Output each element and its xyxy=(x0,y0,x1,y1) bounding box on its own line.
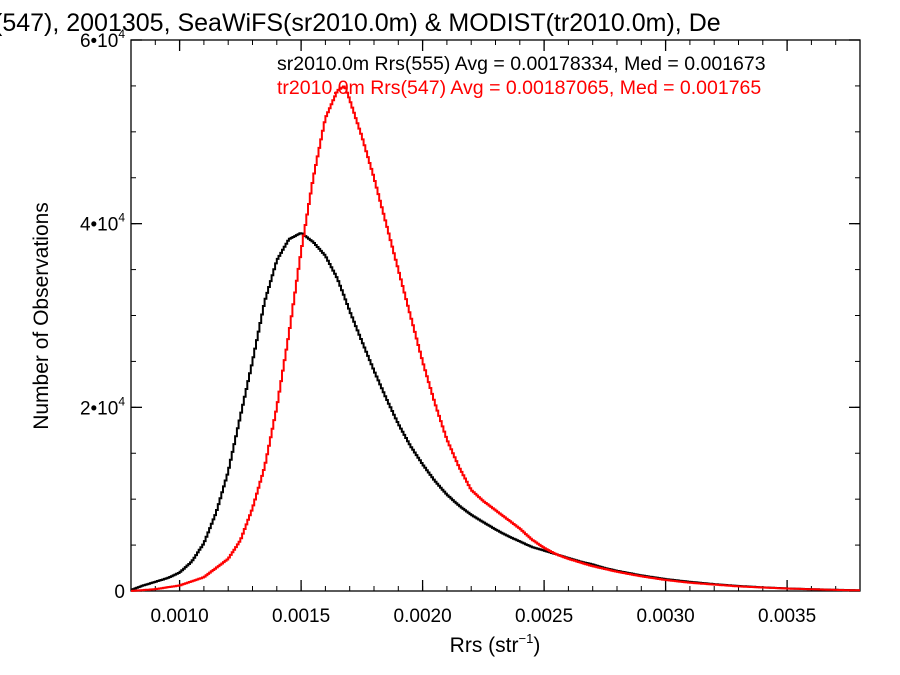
series-sr2010-rrs555-line xyxy=(131,232,860,592)
series-tr2010-rrs547-line xyxy=(131,85,860,592)
y-tick-label-base: 2•10 xyxy=(80,398,118,419)
y-tick-label-base: 4•10 xyxy=(80,215,118,236)
x-tick-label: 0.0030 xyxy=(637,606,695,627)
y-tick-label: 0 xyxy=(114,582,125,603)
x-axis-label-close: ) xyxy=(533,634,540,657)
y-tick-label-base: 0 xyxy=(114,582,125,603)
legend: sr2010.0m Rrs(555) Avg = 0.00178334, Med… xyxy=(277,53,766,99)
legend-annotation: tr2010.0m Rrs(547) Avg = 0.00187065, Med… xyxy=(277,77,761,99)
y-tick-label-exponent: 4 xyxy=(118,27,125,41)
y-tick-label-base: 6•10 xyxy=(80,31,118,52)
series-group xyxy=(131,85,860,592)
x-axis-label-superscript: −1 xyxy=(519,631,534,646)
x-tick-label: 0.0035 xyxy=(758,606,816,627)
y-axis-label: Number of Observations xyxy=(30,202,53,430)
y-tick-label: 2•104 xyxy=(80,394,125,419)
legend-annotation: sr2010.0m Rrs(555) Avg = 0.00178334, Med… xyxy=(277,53,766,75)
x-tick-label: 0.0020 xyxy=(394,606,452,627)
y-tick-label-exponent: 4 xyxy=(118,394,125,408)
x-axis: 0.0010 0.0015 0.0020 0.0025 0.0030 0.0035 xyxy=(130,40,861,627)
x-tick-label: 0.0010 xyxy=(151,606,209,627)
chart-title: (547), 2001305, SeaWiFS(sr2010.0m) & MOD… xyxy=(0,9,721,37)
plot-frame xyxy=(130,39,861,592)
y-tick-label-exponent: 4 xyxy=(118,211,125,225)
x-axis-label: Rrs (str−1) xyxy=(450,631,541,657)
x-tick-label: 0.0015 xyxy=(272,606,330,627)
x-axis-label-text: Rrs (str xyxy=(450,634,519,657)
x-tick-label: 0.0025 xyxy=(515,606,573,627)
y-tick-label: 6•104 xyxy=(80,27,125,52)
y-tick-label: 4•104 xyxy=(80,211,125,236)
